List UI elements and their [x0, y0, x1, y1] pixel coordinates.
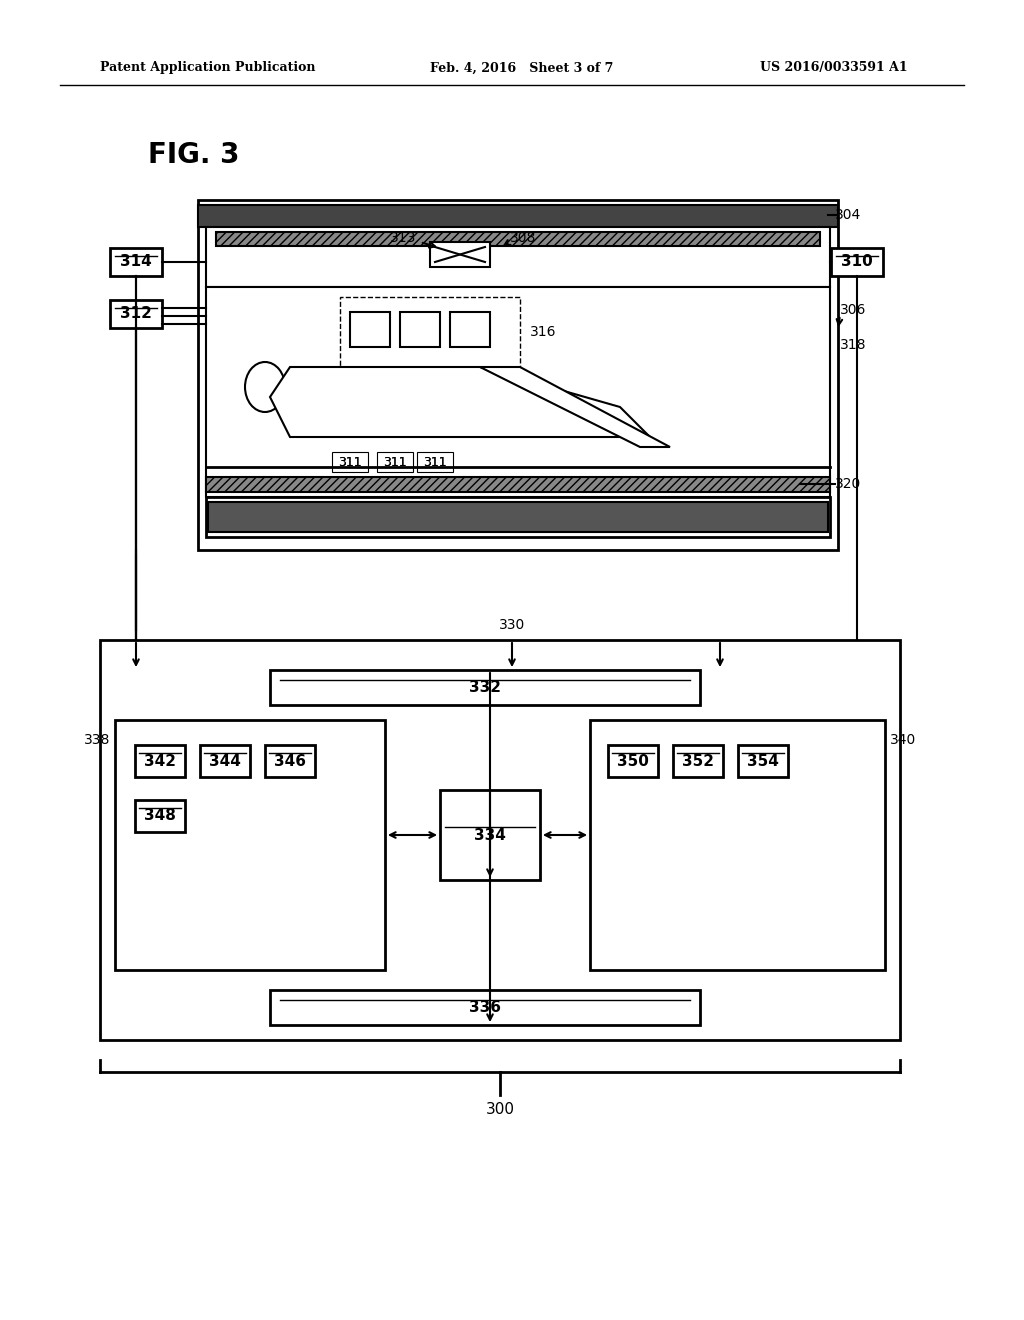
- Text: 336: 336: [469, 999, 501, 1015]
- Bar: [340, 297, 520, 367]
- Bar: [135, 744, 185, 777]
- Polygon shape: [480, 367, 670, 447]
- Bar: [206, 227, 830, 286]
- Text: FIG. 3: FIG. 3: [148, 141, 240, 169]
- Bar: [350, 312, 390, 347]
- Bar: [270, 671, 700, 705]
- Bar: [110, 300, 162, 327]
- Text: 312: 312: [120, 306, 152, 322]
- Bar: [590, 719, 885, 970]
- Bar: [198, 201, 838, 550]
- Bar: [115, 719, 385, 970]
- Ellipse shape: [245, 362, 285, 412]
- Bar: [450, 312, 490, 347]
- Bar: [265, 744, 315, 777]
- Text: 354: 354: [748, 754, 779, 768]
- Text: 318: 318: [840, 338, 866, 352]
- Bar: [400, 312, 440, 347]
- Bar: [417, 451, 453, 473]
- Text: 311: 311: [338, 455, 361, 469]
- Bar: [135, 800, 185, 832]
- Text: 313: 313: [390, 231, 417, 246]
- Text: 310: 310: [841, 255, 872, 269]
- Bar: [208, 502, 828, 532]
- Text: US 2016/0033591 A1: US 2016/0033591 A1: [760, 62, 907, 74]
- Polygon shape: [270, 367, 650, 437]
- Text: 330: 330: [499, 618, 525, 632]
- Text: Patent Application Publication: Patent Application Publication: [100, 62, 315, 74]
- Text: 306: 306: [840, 304, 866, 317]
- Text: Feb. 4, 2016   Sheet 3 of 7: Feb. 4, 2016 Sheet 3 of 7: [430, 62, 613, 74]
- Text: 342: 342: [144, 754, 176, 768]
- Bar: [206, 477, 830, 492]
- Text: 348: 348: [144, 808, 176, 824]
- Bar: [608, 744, 658, 777]
- Bar: [377, 451, 413, 473]
- Bar: [270, 990, 700, 1026]
- Bar: [738, 744, 788, 777]
- Text: 346: 346: [274, 754, 306, 768]
- Bar: [332, 451, 368, 473]
- Text: 304: 304: [835, 209, 861, 222]
- Text: 316: 316: [530, 325, 556, 339]
- Bar: [831, 248, 883, 276]
- Bar: [198, 205, 838, 227]
- Bar: [673, 744, 723, 777]
- Bar: [110, 248, 162, 276]
- Bar: [200, 744, 250, 777]
- Bar: [430, 242, 490, 267]
- Bar: [100, 640, 900, 1040]
- Text: 311: 311: [383, 455, 407, 469]
- Text: 314: 314: [120, 255, 152, 269]
- Text: 340: 340: [890, 733, 916, 747]
- Text: 311: 311: [423, 455, 446, 469]
- Bar: [206, 498, 830, 537]
- Text: 311: 311: [383, 455, 407, 469]
- Text: 308: 308: [510, 231, 537, 246]
- Text: 320: 320: [835, 477, 861, 491]
- Text: 332: 332: [469, 680, 501, 694]
- Text: 300: 300: [485, 1102, 514, 1118]
- Text: 311: 311: [423, 455, 446, 469]
- Bar: [216, 232, 820, 246]
- Bar: [206, 286, 830, 498]
- Text: 311: 311: [338, 455, 361, 469]
- Bar: [440, 789, 540, 880]
- Text: 350: 350: [617, 754, 649, 768]
- Text: 338: 338: [84, 733, 110, 747]
- Text: 334: 334: [474, 828, 506, 842]
- Text: 352: 352: [682, 754, 714, 768]
- Text: 344: 344: [209, 754, 241, 768]
